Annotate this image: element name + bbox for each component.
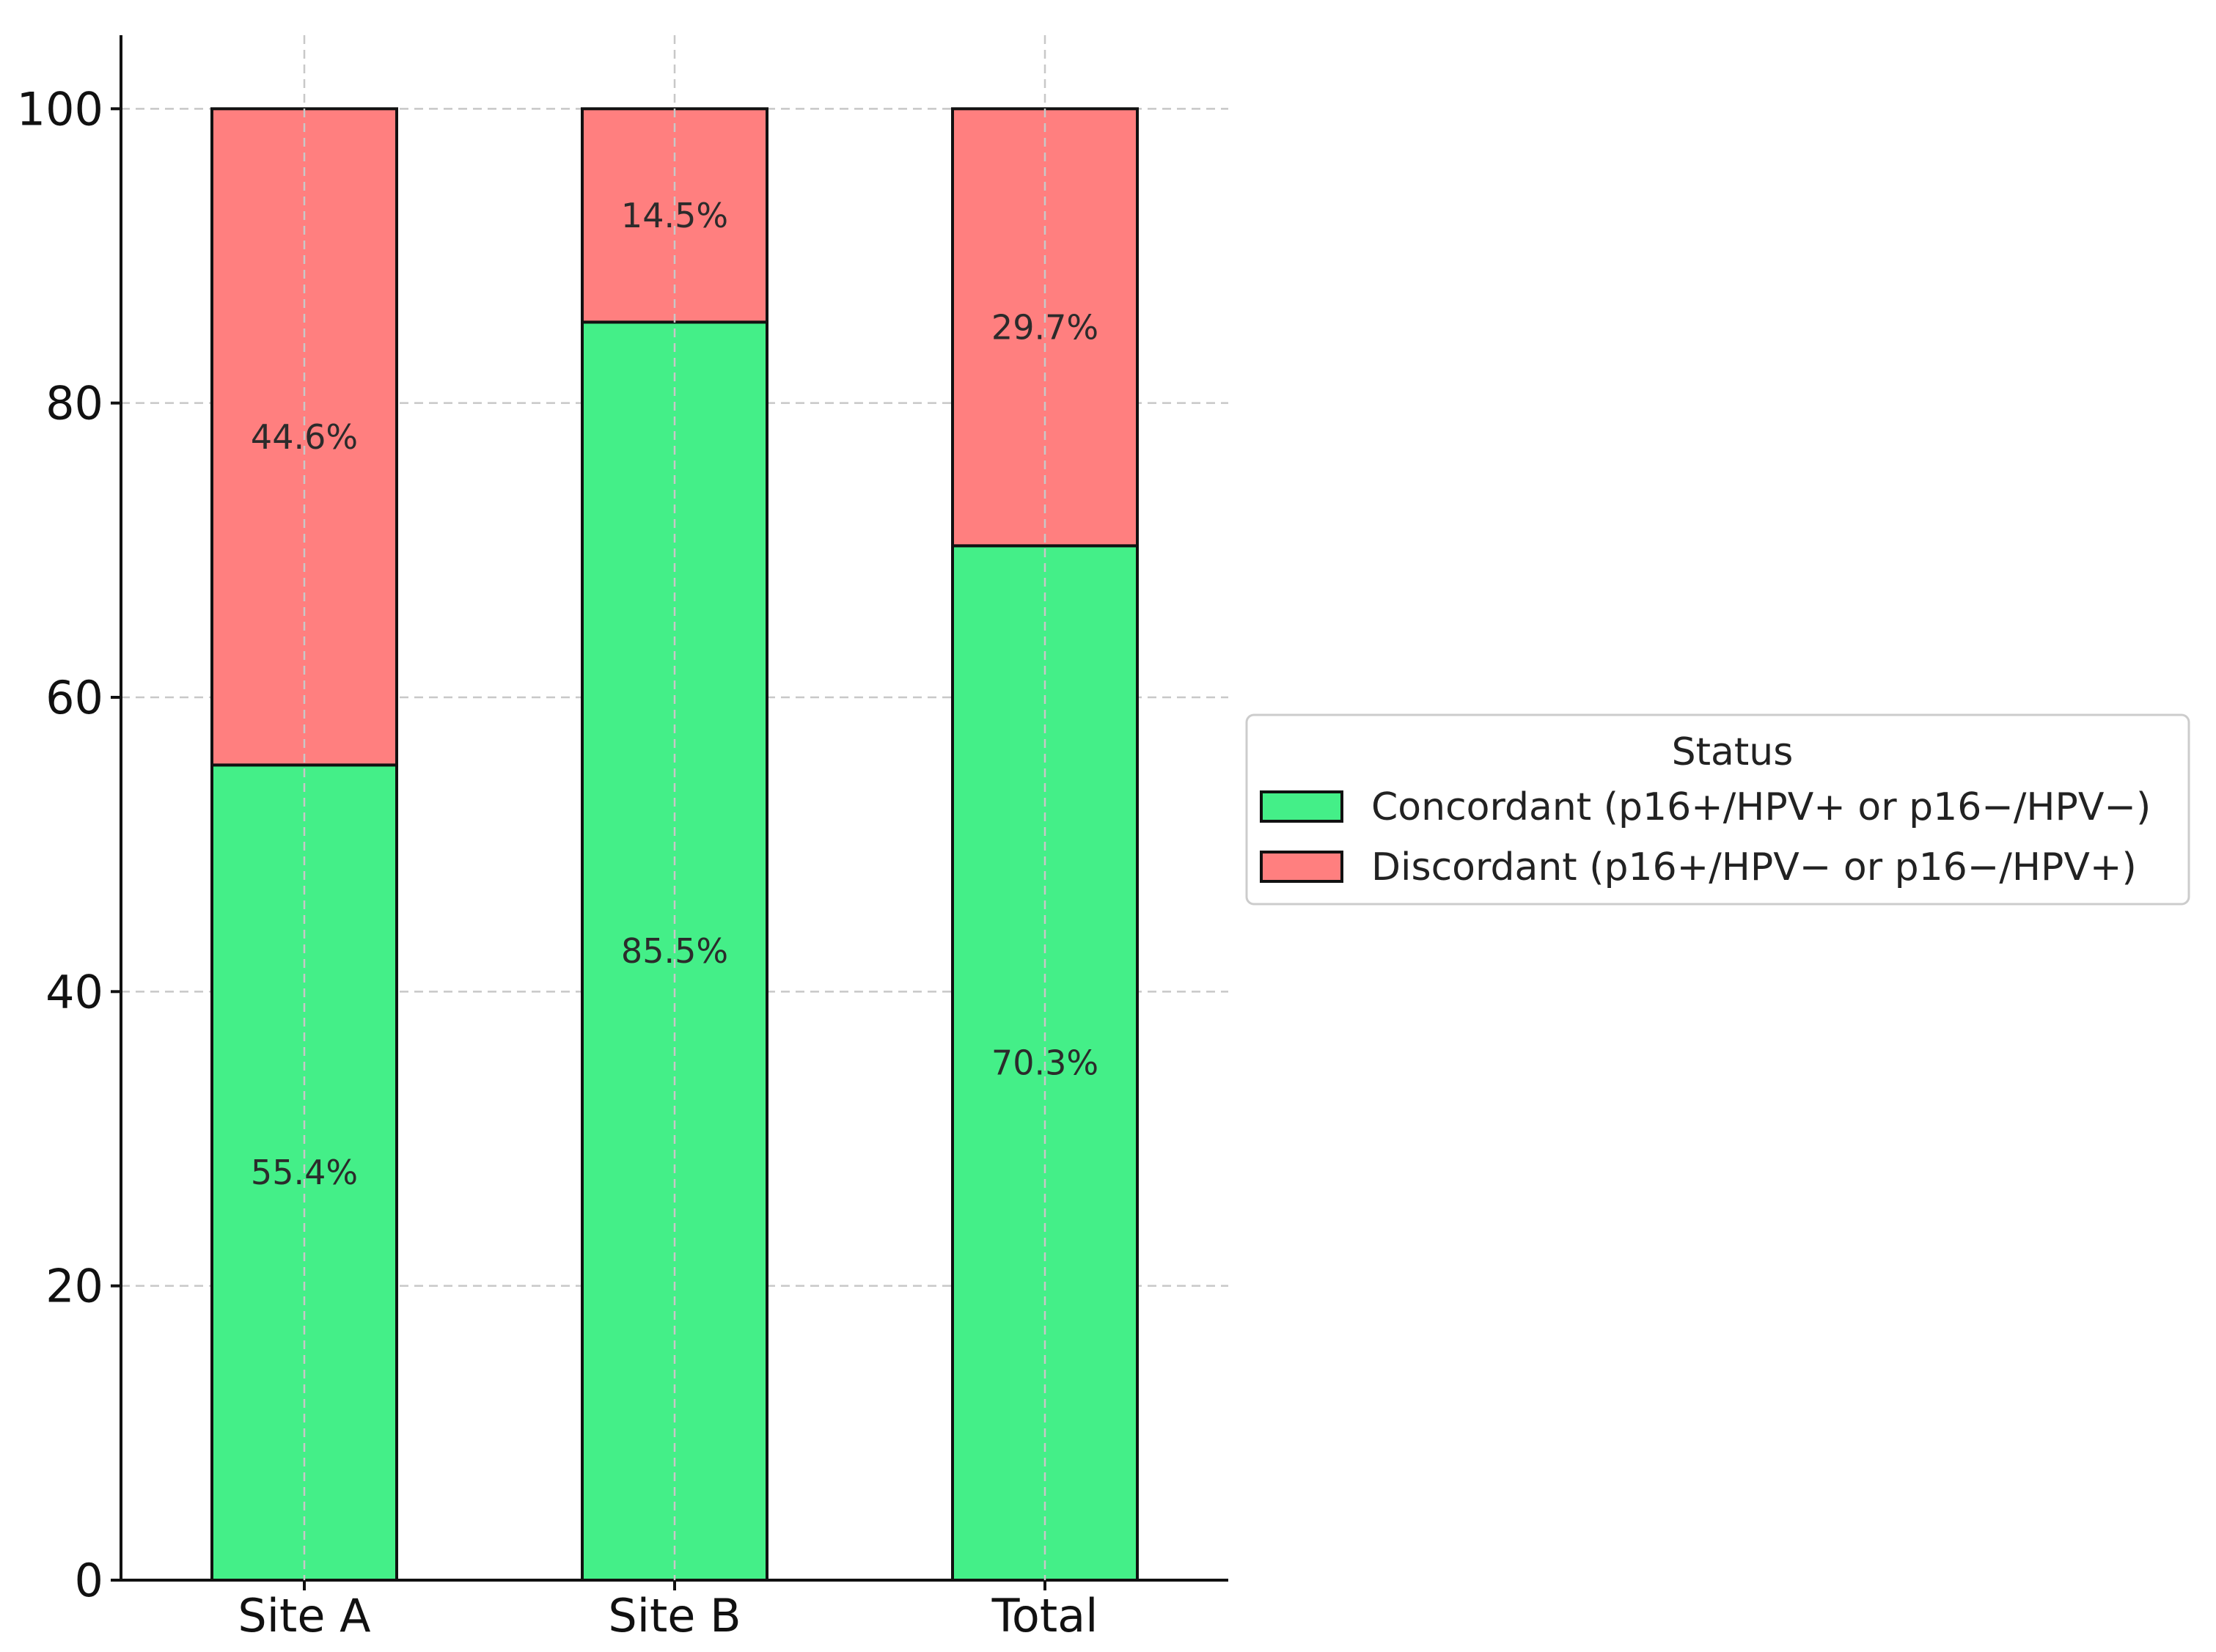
x-ticks: Site A Site B Total: [238, 1580, 1098, 1642]
bar-label-total-concordant: 70.3%: [991, 1043, 1098, 1083]
legend-box: [1245, 713, 2190, 906]
x-tick-label-site-b: Site B: [608, 1589, 741, 1642]
y-ticks: 0 20 40 60 80 100: [17, 82, 121, 1607]
y-tick-label-60: 60: [45, 671, 103, 724]
y-tick-label-20: 20: [45, 1260, 103, 1313]
y-tick-label-40: 40: [45, 965, 103, 1018]
bar-label-site-a-discordant: 44.6%: [251, 417, 358, 457]
bar-label-site-b-concordant: 85.5%: [621, 931, 728, 971]
legend-title: Status: [1672, 730, 1794, 774]
x-tick-label-site-a: Site A: [238, 1589, 370, 1642]
legend: Status Concordant (p16+/HPV+ or p16−/HPV…: [1245, 713, 2190, 906]
bar-label-site-a-concordant: 55.4%: [251, 1153, 358, 1192]
bar-label-total-discordant: 29.7%: [991, 307, 1098, 347]
bar-total-discordant: [951, 107, 1139, 548]
legend-swatch-concordant: [1260, 790, 1343, 823]
legend-swatch-discordant: [1260, 851, 1343, 883]
y-tick-label-0: 0: [75, 1554, 103, 1607]
bar-value-labels: 55.4% 44.6% 85.5% 14.5% 70.3% 29.7%: [251, 196, 1098, 1192]
legend-label-concordant: Concordant (p16+/HPV+ or p16−/HPV−): [1371, 785, 2151, 829]
bar-label-site-b-discordant: 14.5%: [621, 196, 728, 235]
x-tick-label-total: Total: [991, 1589, 1098, 1642]
y-tick-label-100: 100: [17, 82, 103, 136]
y-tick-label-80: 80: [45, 377, 103, 430]
legend-label-discordant: Discordant (p16+/HPV− or p16−/HPV+): [1371, 845, 2137, 889]
